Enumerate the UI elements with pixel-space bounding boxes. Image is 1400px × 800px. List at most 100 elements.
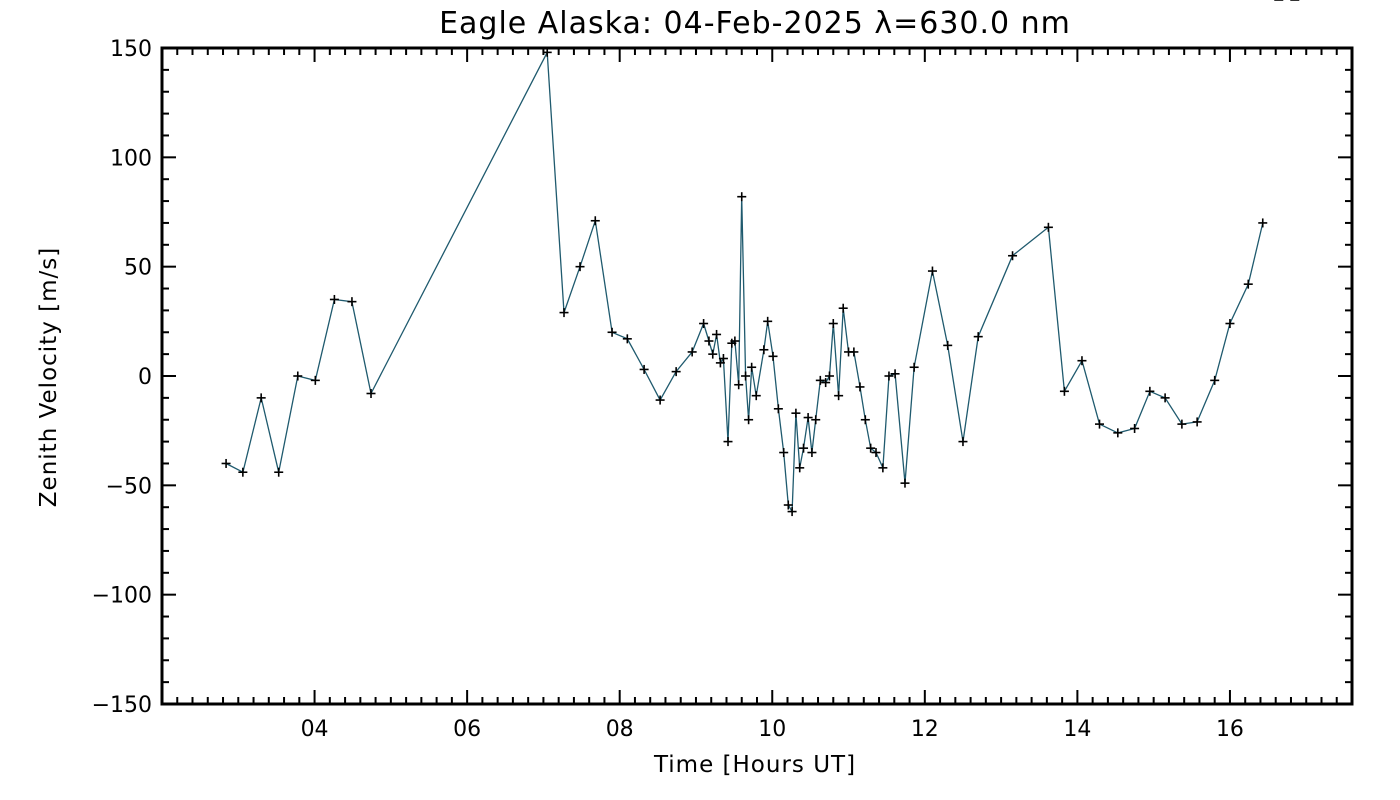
data-point [329, 294, 339, 304]
data-point [900, 478, 910, 488]
data-point [1145, 386, 1155, 396]
data-point [787, 507, 797, 517]
data-point [1177, 419, 1187, 429]
data-point [655, 395, 665, 405]
data-point [1243, 279, 1253, 289]
data-point [834, 391, 844, 401]
data-point [1008, 251, 1018, 261]
data-point [1192, 417, 1202, 427]
data-point [927, 266, 937, 276]
data-point [811, 415, 821, 425]
x-tick-label: 14 [1063, 717, 1091, 742]
data-point [795, 463, 805, 473]
data-point [1210, 375, 1220, 385]
y-tick-label: −150 [92, 693, 152, 718]
data-point [639, 364, 649, 374]
y-tick-label: −50 [106, 474, 152, 499]
series-line [225, 50, 1264, 514]
data-point [607, 327, 617, 337]
y-tick-label: 0 [138, 365, 152, 390]
data-point [1225, 319, 1235, 329]
x-tick-label: 10 [758, 717, 786, 742]
data-point [799, 443, 809, 453]
data-point [828, 319, 838, 329]
plot-frame [160, 46, 1354, 706]
data-point [366, 388, 376, 398]
data-point [238, 467, 248, 477]
data-series [221, 0, 1300, 517]
data-point [590, 216, 600, 226]
data-point [1077, 356, 1087, 366]
data-point [815, 375, 825, 385]
data-point [909, 362, 919, 372]
data-point [293, 371, 303, 381]
data-point [1258, 218, 1268, 228]
axis-ticks [161, 47, 1353, 705]
y-tick-label: 150 [110, 37, 152, 62]
y-tick-label: 50 [124, 256, 152, 281]
data-point [687, 347, 697, 357]
data-point [1043, 222, 1053, 232]
data-point [871, 448, 881, 458]
data-point [221, 458, 231, 468]
data-point [768, 351, 778, 361]
data-point [310, 375, 320, 385]
data-point [751, 391, 761, 401]
data-point [347, 297, 357, 307]
data-point [783, 500, 793, 510]
data-point [860, 415, 870, 425]
data-point [1113, 428, 1123, 438]
y-tick-label: 100 [110, 146, 152, 171]
data-point [274, 467, 284, 477]
data-point [622, 334, 632, 344]
x-tick-label: 12 [911, 717, 939, 742]
data-point [803, 413, 813, 423]
data-point [718, 354, 728, 364]
data-point [973, 332, 983, 342]
x-tick-label: 08 [606, 717, 634, 742]
data-point [741, 371, 751, 381]
data-point [866, 443, 876, 453]
data-point [849, 347, 859, 357]
data-point [1059, 386, 1069, 396]
data-point [575, 262, 585, 272]
data-point [759, 345, 769, 355]
data-point [855, 382, 865, 392]
data-point [704, 336, 714, 346]
data-point [256, 393, 266, 403]
data-point [763, 316, 773, 326]
x-axis-title: Time [Hours UT] [653, 752, 856, 778]
data-point [699, 319, 709, 329]
data-point [878, 463, 888, 473]
data-point [890, 369, 900, 379]
data-point [708, 349, 718, 359]
data-point [884, 371, 894, 381]
data-point [737, 192, 747, 202]
data-point [773, 404, 783, 414]
data-point [791, 408, 801, 418]
x-tick-label: 16 [1216, 717, 1244, 742]
data-point [559, 308, 569, 318]
data-point [1130, 423, 1140, 433]
data-point [838, 303, 848, 313]
data-point [1160, 393, 1170, 403]
x-tick-label: 04 [301, 717, 329, 742]
axis-tick-labels: 04 06 08 10 12 14 16 −150 −100 −50 0 50 100 150 [92, 37, 1244, 742]
data-point [807, 448, 817, 458]
data-point [1095, 419, 1105, 429]
data-point [824, 371, 834, 381]
data-point [712, 329, 722, 339]
x-tick-label: 06 [453, 717, 481, 742]
data-point [723, 437, 733, 447]
data-point [943, 340, 953, 350]
data-point [744, 415, 754, 425]
y-tick-label: −100 [92, 584, 152, 609]
data-point [734, 380, 744, 390]
data-point [730, 336, 740, 346]
data-point [958, 437, 968, 447]
data-point [747, 362, 757, 372]
data-point [821, 378, 831, 388]
data-point [671, 367, 681, 377]
y-axis-title: Zenith Velocity [m/s] [36, 247, 62, 507]
